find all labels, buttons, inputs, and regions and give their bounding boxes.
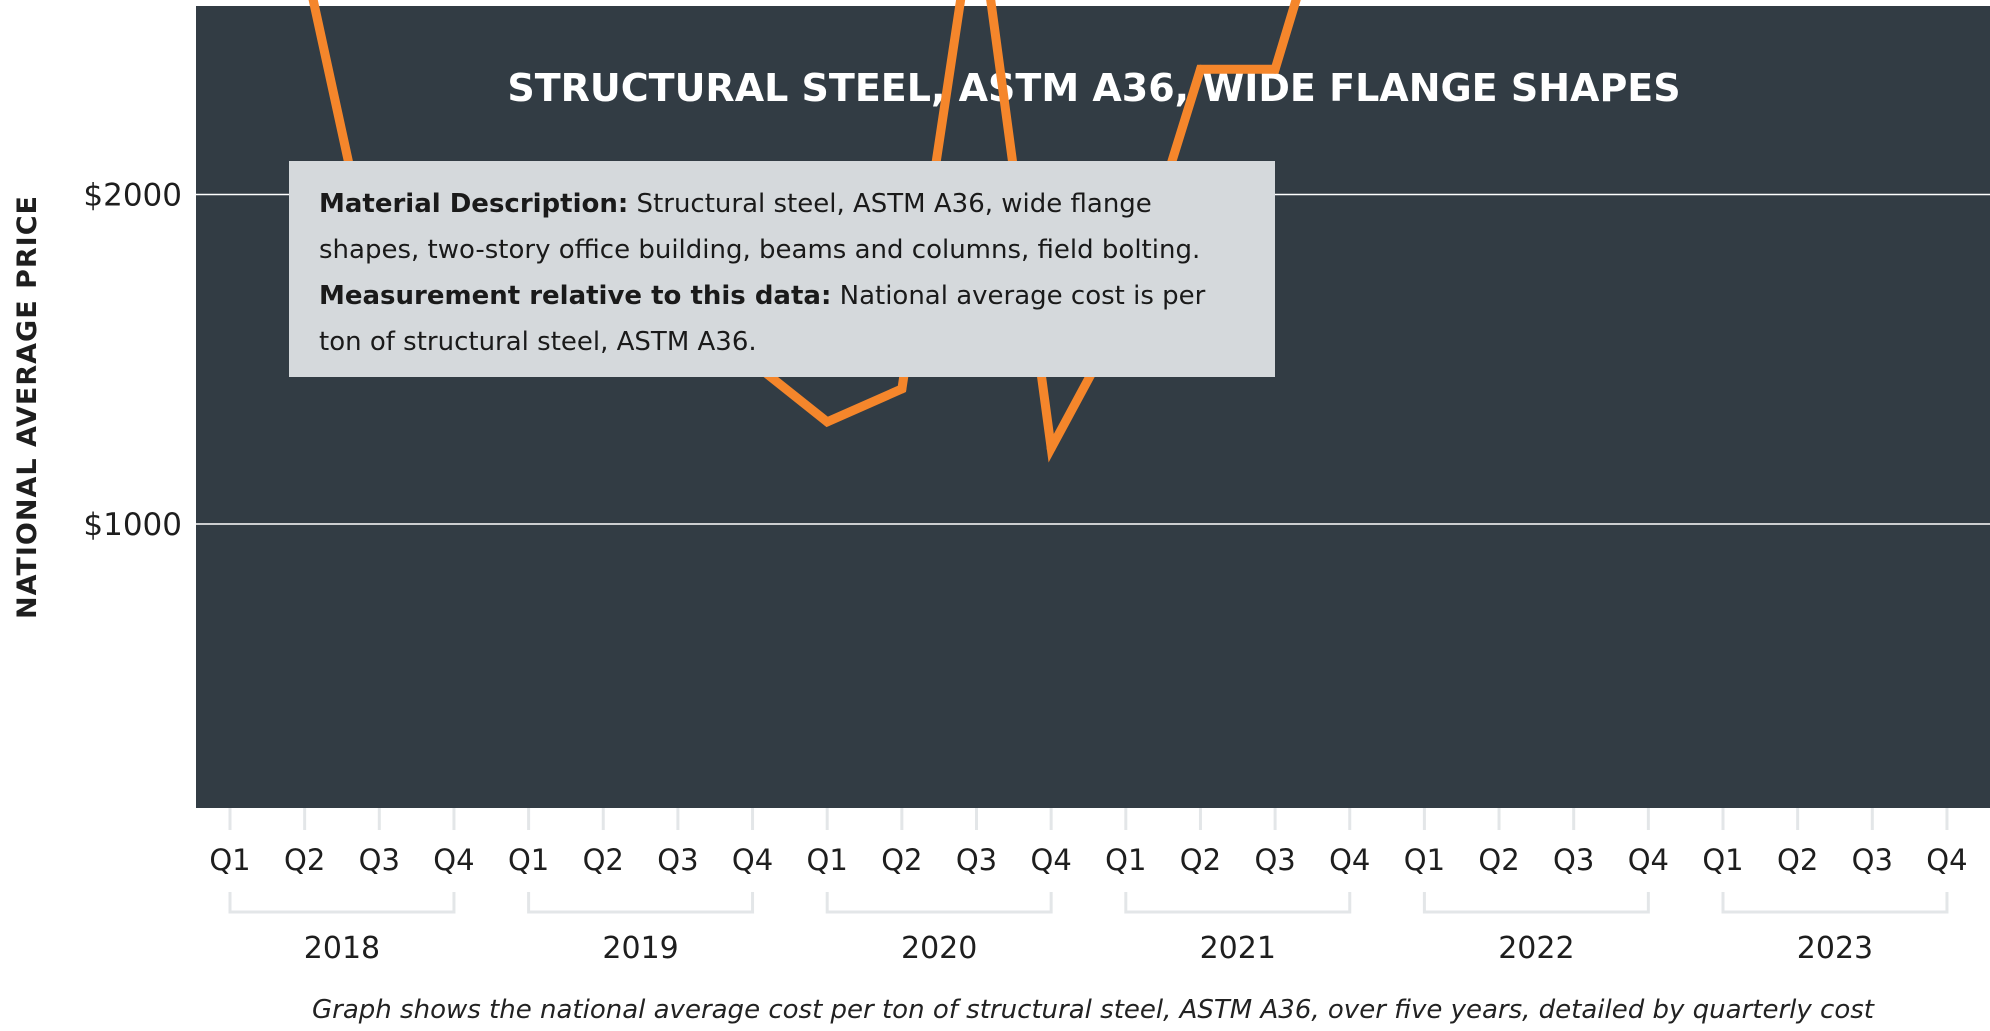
quarter-label: Q1 — [209, 843, 250, 877]
quarter-label: Q4 — [1926, 843, 1967, 877]
quarter-label: Q3 — [359, 843, 400, 877]
quarter-label: Q2 — [1777, 843, 1818, 877]
measurement-text: National average cost is per ton of stru… — [319, 281, 1206, 357]
quarter-label: Q1 — [1105, 843, 1146, 877]
quarter-label: Q4 — [1031, 843, 1072, 877]
year-label: 2019 — [602, 931, 678, 966]
data-point — [1270, 64, 1280, 74]
year-label: 2022 — [1498, 931, 1574, 966]
year-label: 2018 — [304, 931, 380, 966]
quarter-label: Q4 — [732, 843, 773, 877]
year-bracket — [527, 892, 755, 914]
quarter-label: Q1 — [508, 843, 549, 877]
material-description-text: Structural steel, ASTM A36, wide flange … — [319, 189, 1201, 265]
measurement-description: Measurement relative to this data: Natio… — [319, 273, 1247, 365]
y-tick-label: $1000 — [83, 507, 182, 543]
year-bracket — [228, 892, 456, 914]
chart-caption: Graph shows the national average cost pe… — [312, 995, 1875, 1025]
chart-title: STRUCTURAL STEEL, ASTM A36, WIDE FLANGE … — [507, 66, 1680, 110]
y-axis-title: NATIONAL AVERAGE PRICE — [12, 195, 43, 619]
quarter-label: Q2 — [881, 843, 922, 877]
material-info-box: Material Description: Structural steel, … — [289, 161, 1275, 377]
year-label: 2020 — [901, 931, 977, 966]
quarter-label: Q3 — [1254, 843, 1295, 877]
y-tick-label: $2000 — [83, 178, 182, 214]
quarter-label: Q3 — [1553, 843, 1594, 877]
quarter-label: Q3 — [657, 843, 698, 877]
plot-background — [196, 6, 1990, 808]
year-bracket — [825, 892, 1053, 914]
quarter-label: Q3 — [956, 843, 997, 877]
quarter-label: Q1 — [807, 843, 848, 877]
material-description-label: Material Description: — [319, 189, 629, 219]
quarter-label: Q1 — [1404, 843, 1445, 877]
year-bracket — [1124, 892, 1352, 914]
year-bracket — [1422, 892, 1650, 914]
x-axis: Q1 Q2 Q3 Q4 Q1 Q2 Q3 Q4 Q1 Q2 Q3 Q4 Q1 Q2 Q3 Q4 Q1 Q2 Q3 Q4… — [209, 808, 1968, 966]
year-label: 2023 — [1797, 931, 1873, 966]
material-description: Material Description: Structural steel, … — [319, 181, 1247, 273]
quarter-label: Q1 — [1702, 843, 1743, 877]
year-label: 2021 — [1200, 931, 1276, 966]
data-point — [1195, 64, 1205, 74]
quarter-label: Q4 — [1329, 843, 1370, 877]
quarter-label: Q2 — [284, 843, 325, 877]
quarter-label: Q2 — [1478, 843, 1519, 877]
measurement-label: Measurement relative to this data: — [319, 281, 832, 311]
year-bracket — [1721, 892, 1949, 914]
y-tick-labels: $1000$2000$3000$4000 — [83, 178, 182, 544]
data-point — [897, 384, 907, 394]
quarter-label: Q4 — [1628, 843, 1669, 877]
data-point — [1046, 443, 1056, 453]
quarter-label: Q2 — [1180, 843, 1221, 877]
quarter-label: Q4 — [433, 843, 474, 877]
quarter-label: Q2 — [583, 843, 624, 877]
data-point — [822, 417, 832, 427]
quarter-label: Q3 — [1852, 843, 1893, 877]
